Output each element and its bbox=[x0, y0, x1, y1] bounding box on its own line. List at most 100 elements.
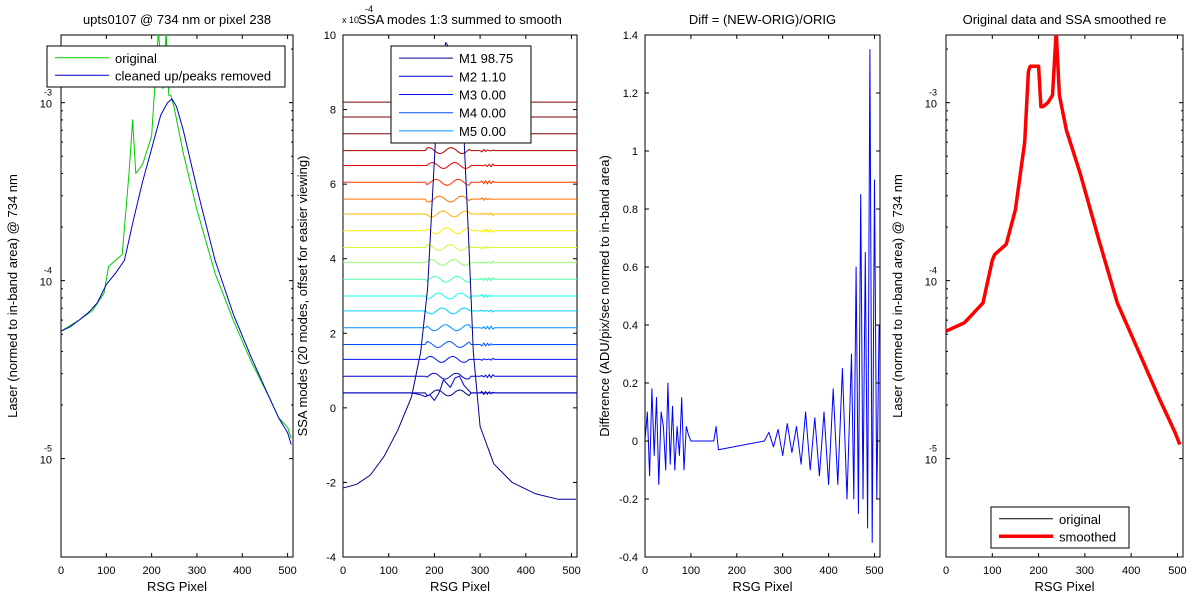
y-tick-label: 1.4 bbox=[623, 30, 638, 42]
mode-trace bbox=[343, 195, 577, 203]
mode-trace bbox=[343, 161, 577, 170]
mode-trace bbox=[343, 275, 577, 283]
x-tick-label: 200 bbox=[142, 565, 160, 577]
chart-panel-3: 0 100 200 300 400 500 -0.4 -0.2 0 0.2 0.4 0.6 0.8 1 1.… bbox=[597, 12, 884, 594]
x-tick-label: 400 bbox=[819, 565, 837, 577]
series-group bbox=[61, 35, 292, 445]
y-tick-label-base: 10 bbox=[40, 277, 52, 289]
mode-trace bbox=[343, 292, 577, 300]
x-tick-label: 0 bbox=[58, 565, 64, 577]
y-tick-label: 2 bbox=[330, 328, 336, 340]
y-tick-label-base: 10 bbox=[925, 99, 937, 111]
x-tick-label: 400 bbox=[233, 565, 251, 577]
x-tick-label: 500 bbox=[278, 565, 296, 577]
x-axis-label: RSG Pixel bbox=[1035, 579, 1095, 594]
axis-scale-exponent: -4 bbox=[365, 4, 373, 14]
y-axis-label: Laser (normed to in-band area) @ 734 nm bbox=[5, 174, 20, 418]
series-line-m2 bbox=[343, 375, 577, 401]
x-tick-label: 400 bbox=[1122, 565, 1140, 577]
y-tick-label: 0.2 bbox=[623, 378, 638, 390]
x-tick-label: 0 bbox=[642, 565, 648, 577]
chart-title: upts0107 @ 734 nm or pixel 238 bbox=[83, 12, 271, 27]
x-tick-label: 200 bbox=[1029, 565, 1047, 577]
mode-trace bbox=[343, 210, 577, 218]
legend-label: M5 0.00 bbox=[459, 124, 506, 139]
y-tick-label: 1 bbox=[632, 146, 638, 158]
y-tick-label: 8 bbox=[330, 105, 336, 117]
series-group bbox=[645, 49, 880, 543]
plot-area bbox=[644, 34, 881, 558]
chart-title: SSA modes 1:3 summed to smooth bbox=[358, 12, 562, 27]
x-tick-label: 500 bbox=[1168, 565, 1186, 577]
y-tick-label: 6 bbox=[330, 179, 336, 191]
y-tick-label: 4 bbox=[330, 254, 336, 266]
axis-scale-base: x 10 bbox=[342, 15, 359, 25]
y-tick-label-exponent: -4 bbox=[44, 266, 52, 276]
legend-label: original bbox=[115, 51, 157, 66]
chart-panel-2: 0 100 200 300 400 500 -4 -2 0 2 4 6 8 10 SSA modes 1:3… bbox=[295, 4, 581, 594]
x-axis-label: RSG Pixel bbox=[147, 579, 207, 594]
mode-trace bbox=[343, 258, 577, 266]
x-tick-label: 100 bbox=[380, 565, 398, 577]
legend-label: cleaned up/peaks removed bbox=[115, 68, 271, 83]
x-tick-label: 100 bbox=[97, 565, 115, 577]
y-axis-label: Difference (ADU/pix/sec normed to in-ban… bbox=[597, 155, 612, 437]
legend-label: M4 0.00 bbox=[459, 106, 506, 121]
mode-trace bbox=[343, 178, 577, 186]
series-line-cleaned bbox=[61, 98, 292, 445]
y-axis-label: SSA modes (20 modes, offset for easier v… bbox=[295, 156, 310, 437]
y-tick-label: 0 bbox=[632, 436, 638, 448]
x-tick-label: 200 bbox=[728, 565, 746, 577]
x-tick-label: 0 bbox=[340, 565, 346, 577]
x-tick-label: 300 bbox=[774, 565, 792, 577]
x-tick-label: 300 bbox=[188, 565, 206, 577]
mode-trace bbox=[343, 324, 577, 332]
y-tick-label-exponent: -5 bbox=[44, 444, 52, 454]
x-tick-label: 500 bbox=[562, 565, 580, 577]
y-tick-label: 0.6 bbox=[623, 262, 638, 274]
x-axis-label: RSG Pixel bbox=[733, 579, 793, 594]
mode-trace bbox=[343, 244, 577, 252]
legend: original cleaned up/peaks removed bbox=[46, 45, 286, 88]
x-tick-label: 200 bbox=[425, 565, 443, 577]
chart-title: Original data and SSA smoothed re bbox=[963, 12, 1167, 27]
y-tick-label: -0.2 bbox=[619, 494, 638, 506]
y-tick-label-base: 10 bbox=[925, 455, 937, 467]
y-tick-label: 0.8 bbox=[623, 204, 638, 216]
mode-trace bbox=[343, 307, 577, 315]
y-tick-label: 10 bbox=[324, 30, 336, 42]
y-tick-label-base: 10 bbox=[40, 455, 52, 467]
x-tick-label: 500 bbox=[865, 565, 883, 577]
mode-trace bbox=[343, 355, 577, 363]
x-tick-label: 300 bbox=[1076, 565, 1094, 577]
x-tick-label: 100 bbox=[983, 565, 1001, 577]
mode-trace bbox=[343, 227, 577, 235]
y-tick-label: -0.4 bbox=[619, 552, 638, 564]
mode-trace bbox=[343, 147, 577, 155]
series-line-diff bbox=[645, 49, 880, 543]
chart-title: Diff = (NEW-ORIG)/ORIG bbox=[689, 12, 836, 27]
y-tick-label: 1.2 bbox=[623, 88, 638, 100]
y-tick-label-exponent: -4 bbox=[929, 266, 937, 276]
legend-label: M2 1.10 bbox=[459, 69, 506, 84]
y-tick-label-base: 10 bbox=[925, 277, 937, 289]
legend-box bbox=[46, 45, 286, 88]
y-tick-label: -4 bbox=[326, 552, 336, 564]
x-tick-label: 400 bbox=[517, 565, 535, 577]
legend-label: original bbox=[1059, 512, 1101, 527]
legend-label: smoothed bbox=[1059, 529, 1116, 544]
x-tick-label: 300 bbox=[471, 565, 489, 577]
y-tick-label: -2 bbox=[326, 477, 336, 489]
y-tick-label-base: 10 bbox=[40, 99, 52, 111]
legend-label: M3 0.00 bbox=[459, 88, 506, 103]
y-tick-label-exponent: -3 bbox=[929, 88, 937, 98]
plot-area bbox=[60, 34, 294, 558]
legend: original smoothed bbox=[990, 506, 1130, 549]
y-tick-label-exponent: -3 bbox=[44, 88, 52, 98]
y-axis-label: Laser (normed to in-band area) @ 734 nm bbox=[890, 174, 905, 418]
y-tick-label-exponent: -5 bbox=[929, 444, 937, 454]
x-axis-label: RSG Pixel bbox=[430, 579, 490, 594]
